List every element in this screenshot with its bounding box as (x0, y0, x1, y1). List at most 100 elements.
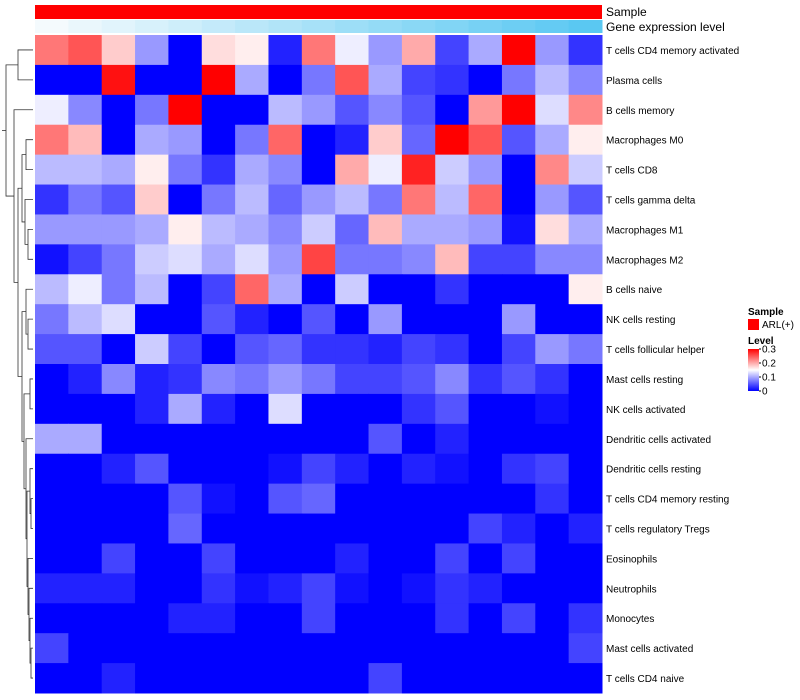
heatmap-cell (435, 573, 470, 604)
heatmap-cell (235, 124, 269, 156)
heatmap-cell (101, 483, 136, 515)
heatmap-cell (268, 423, 303, 455)
heatmap-cell (235, 663, 269, 694)
heatmap-cell (135, 513, 169, 544)
heatmap-cell (535, 364, 570, 395)
heatmap-cell (135, 423, 169, 455)
heatmap-cell (435, 453, 470, 485)
heatmap-cell (68, 423, 103, 455)
heatmap-cell (335, 274, 370, 305)
heatmap-cell (35, 633, 69, 664)
heatmap-cell (368, 214, 403, 245)
heatmap-cell (401, 184, 436, 215)
heatmap-cell (501, 64, 536, 96)
heatmap-cell (501, 304, 536, 335)
heatmap-cell (535, 64, 570, 96)
heatmap-cell (435, 663, 470, 694)
heatmap-cell (168, 334, 203, 365)
heatmap-cell (468, 274, 503, 305)
heatmap-cell (335, 35, 370, 66)
heatmap-cell (568, 663, 603, 694)
heatmap-cell (268, 603, 303, 634)
heatmap-cell (168, 603, 203, 634)
heatmap-cell (568, 633, 603, 664)
heatmap-cell (401, 543, 436, 574)
heatmap-cell (468, 154, 503, 186)
heatmap-cell (368, 393, 403, 425)
heatmap-cell (201, 124, 236, 156)
heatmap-cell (435, 64, 470, 96)
heatmap-cell (335, 543, 370, 574)
heatmap-cell (401, 633, 436, 664)
heatmap-cell (535, 663, 570, 694)
heatmap-cell (268, 154, 303, 186)
heatmap-cell (135, 94, 169, 126)
heatmap-cell (501, 603, 536, 634)
heatmap-cell (535, 274, 570, 305)
heatmap-cell (435, 244, 470, 275)
heatmap-cell (201, 274, 236, 305)
heatmap-cell (468, 543, 503, 574)
heatmap-cell (168, 633, 203, 664)
heatmap-cell (35, 483, 69, 515)
heatmap-cell (201, 573, 236, 604)
heatmap-cell (101, 453, 136, 485)
heatmap-cell (268, 244, 303, 275)
heatmap-cell (201, 483, 236, 515)
heatmap-cell (168, 393, 203, 425)
heatmap-cell (168, 483, 203, 515)
heatmap-cell (35, 154, 69, 186)
heatmap-cell (401, 214, 436, 245)
heatmap-cell (301, 603, 336, 634)
heatmap-cell (535, 184, 570, 215)
heatmap-cell (435, 423, 470, 455)
heatmap-cell (235, 184, 269, 215)
annotation-expression-cell (235, 20, 269, 33)
heatmap-cell (301, 214, 336, 245)
heatmap-cell (135, 334, 169, 365)
heatmap-cell (535, 124, 570, 156)
heatmap-cell (35, 64, 69, 96)
heatmap-cell (201, 64, 236, 96)
heatmap-cell (335, 124, 370, 156)
heatmap-cell (168, 214, 203, 245)
heatmap-cell (401, 94, 436, 126)
heatmap-cell (435, 184, 470, 215)
heatmap-cell (68, 573, 103, 604)
heatmap-cell (101, 64, 136, 96)
heatmap-cell (268, 304, 303, 335)
heatmap-cell (35, 663, 69, 694)
heatmap-cell (135, 184, 169, 215)
heatmap-cell (135, 633, 169, 664)
heatmap-cell (268, 124, 303, 156)
heatmap-cell (101, 274, 136, 305)
heatmap-cell (201, 543, 236, 574)
row-label: NK cells resting (606, 315, 675, 326)
heatmap-cell (535, 154, 570, 186)
heatmap-cell (568, 334, 603, 365)
heatmap-cell (301, 543, 336, 574)
heatmap-cell (535, 35, 570, 66)
heatmap-cell (68, 304, 103, 335)
heatmap-cell (68, 543, 103, 574)
heatmap-cell (101, 94, 136, 126)
heatmap-cell (501, 184, 536, 215)
heatmap-cell (401, 513, 436, 544)
heatmap-cell (301, 304, 336, 335)
heatmap-cell (68, 663, 103, 694)
heatmap-cell (168, 663, 203, 694)
heatmap-cell (168, 274, 203, 305)
heatmap-cell (368, 663, 403, 694)
heatmap-cell (501, 154, 536, 186)
annotation-expression-cell (468, 20, 503, 33)
heatmap-cell (568, 124, 603, 156)
heatmap-cell (368, 35, 403, 66)
heatmap-cell (468, 633, 503, 664)
heatmap-cell (201, 214, 236, 245)
heatmap-cell (135, 214, 169, 245)
heatmap-cell (535, 603, 570, 634)
row-label: Monocytes (606, 614, 654, 625)
heatmap-cell (268, 94, 303, 126)
heatmap-cell (35, 244, 69, 275)
